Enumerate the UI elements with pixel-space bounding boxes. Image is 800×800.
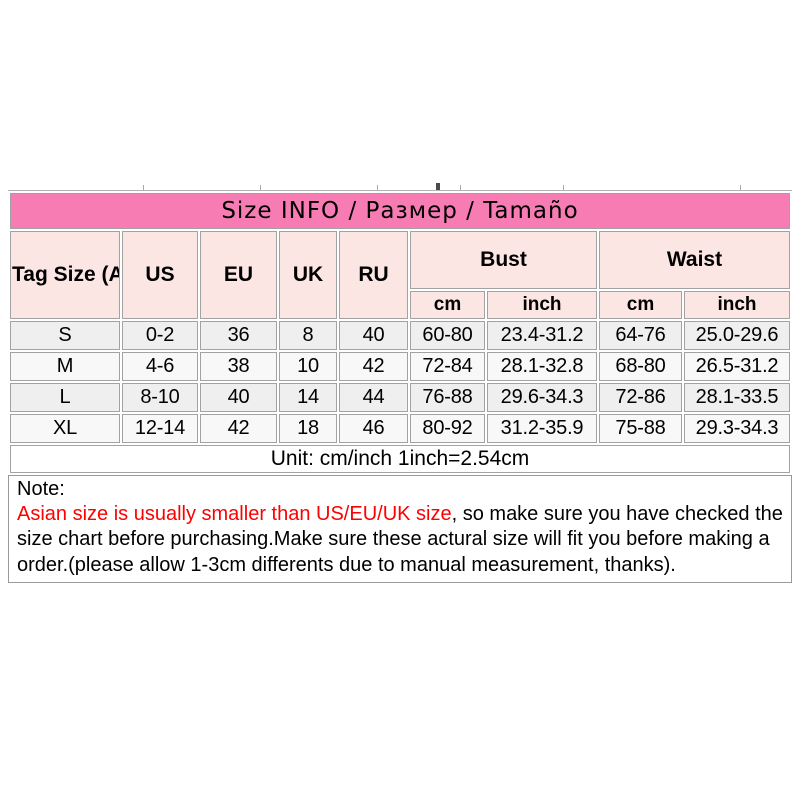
- table-row-s: S 0-2 36 8 40 60-80 23.4-31.2 64-76 25.0…: [10, 321, 790, 350]
- grid-tick-dark: [436, 183, 440, 190]
- cell-eu: 36: [200, 321, 277, 350]
- cell-bust-cm: 60-80: [410, 321, 485, 350]
- cell-size: L: [10, 383, 120, 412]
- clipped-row-artifact: [8, 183, 792, 191]
- col-header-us: US: [122, 231, 198, 319]
- note-rest: , so make sure you have checked the size…: [17, 503, 783, 576]
- group-header-waist: Waist: [599, 231, 790, 289]
- cell-ru: 40: [339, 321, 408, 350]
- subheader-bust-cm: cm: [410, 291, 485, 319]
- cell-waist-cm: 75-88: [599, 414, 682, 443]
- cell-uk: 14: [279, 383, 337, 412]
- cell-eu: 40: [200, 383, 277, 412]
- cell-bust-inch: 28.1-32.8: [487, 352, 597, 381]
- grid-tick: [377, 185, 378, 190]
- cell-waist-inch: 29.3-34.3: [684, 414, 790, 443]
- cell-ru: 42: [339, 352, 408, 381]
- cell-eu: 42: [200, 414, 277, 443]
- cell-waist-inch: 25.0-29.6: [684, 321, 790, 350]
- table-title: Size INFO / Размер / Tamaño: [10, 193, 790, 229]
- col-header-ru: RU: [339, 231, 408, 319]
- cell-eu: 38: [200, 352, 277, 381]
- cell-bust-inch: 29.6-34.3: [487, 383, 597, 412]
- col-header-tag-size: Tag Size (Asian Size): [10, 231, 120, 319]
- grid-tick: [460, 185, 461, 190]
- cell-ru: 46: [339, 414, 408, 443]
- note-label: Note:: [17, 478, 65, 500]
- cell-uk: 10: [279, 352, 337, 381]
- note-highlight: Asian size is usually smaller than US/EU…: [17, 503, 452, 526]
- subheader-waist-cm: cm: [599, 291, 682, 319]
- cell-size: S: [10, 321, 120, 350]
- note-paragraph: Asian size is usually smaller than US/EU…: [17, 502, 783, 578]
- group-header-bust: Bust: [410, 231, 597, 289]
- cell-size: M: [10, 352, 120, 381]
- cell-waist-cm: 72-86: [599, 383, 682, 412]
- grid-tick: [143, 185, 144, 190]
- cell-us: 8-10: [122, 383, 198, 412]
- unit-note: Unit: cm/inch 1inch=2.54cm: [10, 445, 790, 473]
- note-box: Note: Asian size is usually smaller than…: [8, 475, 792, 583]
- cell-bust-cm: 76-88: [410, 383, 485, 412]
- cell-waist-cm: 68-80: [599, 352, 682, 381]
- header-row-groups: Tag Size (Asian Size) US EU UK RU Bust W…: [10, 231, 790, 319]
- cell-us: 0-2: [122, 321, 198, 350]
- unit-row: Unit: cm/inch 1inch=2.54cm: [10, 445, 790, 473]
- grid-tick: [740, 185, 741, 190]
- table-row-xl: XL 12-14 42 18 46 80-92 31.2-35.9 75-88 …: [10, 414, 790, 443]
- cell-bust-inch: 31.2-35.9: [487, 414, 597, 443]
- grid-tick: [563, 185, 564, 190]
- cell-waist-inch: 26.5-31.2: [684, 352, 790, 381]
- cell-uk: 8: [279, 321, 337, 350]
- cell-bust-cm: 80-92: [410, 414, 485, 443]
- cell-us: 12-14: [122, 414, 198, 443]
- cell-us: 4-6: [122, 352, 198, 381]
- col-header-eu: EU: [200, 231, 277, 319]
- cell-uk: 18: [279, 414, 337, 443]
- cell-waist-inch: 28.1-33.5: [684, 383, 790, 412]
- subheader-bust-inch: inch: [487, 291, 597, 319]
- header-row-units: cm inch cm inch: [10, 291, 790, 319]
- cell-bust-inch: 23.4-31.2: [487, 321, 597, 350]
- cell-waist-cm: 64-76: [599, 321, 682, 350]
- title-row: Size INFO / Размер / Tamaño: [10, 193, 790, 229]
- cell-bust-cm: 72-84: [410, 352, 485, 381]
- table-row-l: L 8-10 40 14 44 76-88 29.6-34.3 72-86 28…: [10, 383, 790, 412]
- grid-tick: [260, 185, 261, 190]
- table-row-m: M 4-6 38 10 42 72-84 28.1-32.8 68-80 26.…: [10, 352, 790, 381]
- subheader-waist-inch: inch: [684, 291, 790, 319]
- cell-size: XL: [10, 414, 120, 443]
- cell-ru: 44: [339, 383, 408, 412]
- size-chart-sheet: Size INFO / Размер / Tamaño Tag Size (As…: [8, 183, 792, 583]
- col-header-uk: UK: [279, 231, 337, 319]
- size-table: Size INFO / Размер / Tamaño Tag Size (As…: [8, 191, 792, 475]
